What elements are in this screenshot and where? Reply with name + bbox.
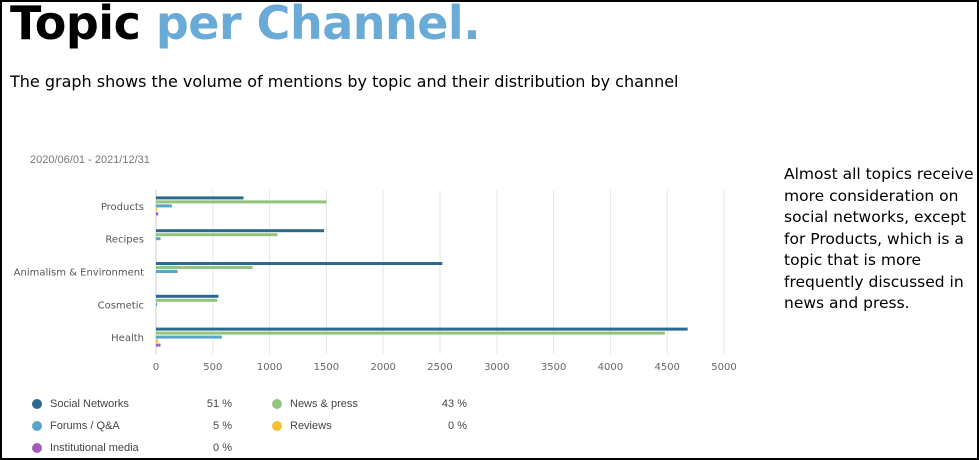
x-tick-label: 2000 bbox=[370, 362, 395, 373]
legend-dot-forums-qa bbox=[32, 421, 42, 431]
x-tick-label: 0 bbox=[153, 362, 159, 373]
date-range-label: 2020/06/01 - 2021/12/31 bbox=[30, 154, 150, 166]
bar bbox=[156, 212, 159, 216]
bar bbox=[156, 208, 158, 212]
title-part-2: per Channel. bbox=[155, 0, 481, 50]
legend-label: Reviews bbox=[290, 420, 332, 432]
legend-label: News & press bbox=[290, 398, 358, 410]
legend-percent: 5 % bbox=[213, 420, 232, 432]
insight-note: Almost all topics receive more considera… bbox=[784, 165, 974, 312]
bar bbox=[156, 266, 253, 269]
x-tick-label: 4500 bbox=[654, 362, 679, 373]
category-label: Products bbox=[101, 202, 144, 213]
category-label: Animalism & Environment bbox=[14, 268, 144, 279]
legend-percent: 0 % bbox=[213, 442, 232, 454]
chart-legend: Social Networks 51 % News & press 43 % F… bbox=[32, 398, 492, 458]
x-tick-label: 1500 bbox=[314, 362, 339, 373]
x-tick-label: 5000 bbox=[711, 362, 736, 373]
legend-percent: 51 % bbox=[206, 398, 232, 410]
legend-dot-institutional-media bbox=[32, 443, 42, 453]
page-subtitle: The graph shows the volume of mentions b… bbox=[10, 72, 679, 91]
bar bbox=[156, 270, 178, 273]
topic-channel-bar-chart: 0 500 1000 1500 2000 2500 3000 3500 4000 4500 5000… bbox=[14, 190, 737, 373]
x-tick-label: 500 bbox=[203, 362, 222, 373]
bar bbox=[156, 339, 159, 343]
bar bbox=[156, 229, 325, 233]
category-label: Health bbox=[111, 333, 144, 344]
bar bbox=[156, 343, 161, 347]
legend-percent: 0 % bbox=[448, 420, 467, 432]
legend-label: Institutional media bbox=[50, 442, 139, 454]
title-part-1: Topic bbox=[10, 0, 141, 50]
legend-dot-news-press bbox=[272, 399, 282, 409]
bar bbox=[156, 331, 665, 335]
x-tick-label: 4000 bbox=[598, 362, 623, 373]
bar bbox=[156, 327, 688, 331]
legend-dot-reviews bbox=[272, 421, 282, 431]
bar bbox=[156, 200, 327, 204]
bar bbox=[156, 294, 219, 298]
bar bbox=[156, 196, 244, 200]
category-label: Recipes bbox=[105, 235, 144, 246]
page-title: Topic per Channel. bbox=[10, 0, 481, 50]
legend-dot-social-networks bbox=[32, 399, 42, 409]
bar bbox=[156, 298, 218, 302]
x-tick-label: 1000 bbox=[257, 362, 282, 373]
x-tick-label: 2500 bbox=[427, 362, 452, 373]
bar bbox=[156, 204, 172, 208]
x-tick-label: 3500 bbox=[541, 362, 566, 373]
legend-label: Social Networks bbox=[50, 398, 129, 410]
category-label: Cosmetic bbox=[98, 300, 144, 311]
bar bbox=[156, 335, 222, 339]
bar bbox=[156, 233, 278, 237]
legend-percent: 43 % bbox=[441, 398, 467, 410]
bar bbox=[156, 302, 158, 306]
x-tick-label: 3000 bbox=[484, 362, 509, 373]
bar bbox=[156, 237, 161, 241]
bar bbox=[156, 262, 443, 265]
legend-label: Forums / Q&A bbox=[50, 420, 120, 432]
